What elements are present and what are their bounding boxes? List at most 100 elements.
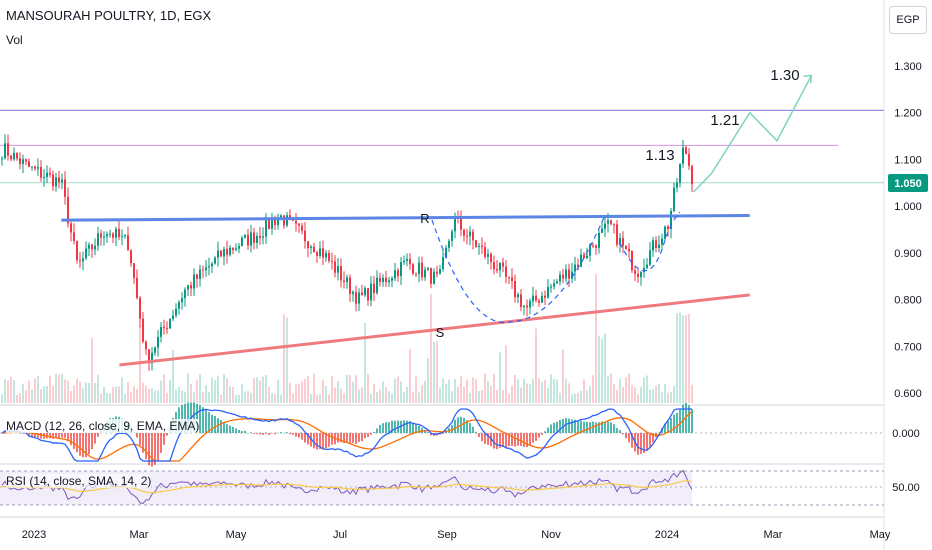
macd-histogram-bar bbox=[442, 433, 444, 434]
candle-body bbox=[448, 240, 450, 248]
volume-bar bbox=[214, 380, 216, 403]
macd-histogram-bar bbox=[76, 433, 78, 453]
macd-histogram-bar bbox=[241, 431, 243, 433]
candle-body bbox=[472, 231, 474, 241]
rsi-label[interactable]: RSI (14, close, SMA, 14, 2) bbox=[6, 474, 152, 488]
candle-body bbox=[487, 253, 489, 257]
candle-body bbox=[436, 271, 438, 274]
currency-button[interactable]: EGP bbox=[889, 6, 927, 34]
volume-bar bbox=[121, 377, 123, 403]
macd-histogram-bar bbox=[508, 433, 510, 447]
volume-bar bbox=[67, 380, 69, 403]
volume-bar bbox=[289, 382, 291, 403]
candle-body bbox=[139, 297, 141, 319]
macd-label[interactable]: MACD (12, 26, close, 9, EMA, EMA) bbox=[6, 419, 200, 433]
macd-histogram-bar bbox=[151, 433, 153, 467]
volume-bar bbox=[316, 394, 318, 403]
candle-body bbox=[508, 276, 510, 278]
candle-body bbox=[46, 172, 48, 177]
volume-bar bbox=[94, 382, 96, 403]
macd-histogram-bar bbox=[199, 405, 201, 433]
candle-body bbox=[595, 245, 597, 248]
candle-body bbox=[463, 229, 465, 236]
macd-histogram-bar bbox=[280, 432, 282, 433]
volume-bar bbox=[394, 378, 396, 403]
volume-bar bbox=[160, 380, 162, 403]
candle-body bbox=[478, 245, 480, 247]
candle-body bbox=[97, 233, 99, 246]
macd-line bbox=[1, 408, 692, 462]
volume-bar bbox=[406, 387, 408, 403]
volume-bar bbox=[22, 383, 24, 403]
volume-bar bbox=[439, 387, 441, 403]
volume-bar bbox=[682, 315, 684, 403]
macd-histogram-bar bbox=[619, 430, 621, 433]
candle-body bbox=[355, 291, 357, 304]
last-price-tag-bg bbox=[888, 174, 928, 192]
resistance-line bbox=[61, 213, 750, 222]
macd-histogram-bar bbox=[19, 433, 21, 434]
candlesticks bbox=[1, 134, 693, 371]
macd-histogram-bar bbox=[514, 433, 516, 447]
macd-histogram-bar bbox=[451, 425, 453, 433]
candle-body bbox=[181, 298, 183, 303]
symbol-title[interactable]: MANSOURAH POULTRY, 1D, EGX bbox=[6, 8, 212, 23]
macd-histogram-bar bbox=[157, 433, 159, 461]
volume-bar bbox=[427, 358, 429, 403]
volume-bar bbox=[64, 379, 66, 403]
volume-bar bbox=[331, 375, 333, 403]
volume-bar bbox=[571, 394, 573, 403]
candle-body bbox=[673, 187, 675, 211]
volume-bar bbox=[361, 387, 363, 403]
macd-histogram-bar bbox=[376, 428, 378, 433]
volume-bar bbox=[109, 393, 111, 403]
price-axis[interactable]: 1.300 1.200 1.100 1.000 0.900 0.800 0.700 0.600 bbox=[894, 61, 922, 400]
candle-body bbox=[103, 236, 105, 238]
volume-bar bbox=[298, 383, 300, 403]
macd-histogram-bar bbox=[682, 404, 684, 433]
macd-histogram-bar bbox=[346, 433, 348, 442]
macd-histogram-bar bbox=[670, 417, 672, 433]
candle-body bbox=[136, 277, 138, 298]
candle-body bbox=[217, 250, 219, 258]
macd-histogram-bar bbox=[364, 433, 366, 439]
volume-bar bbox=[436, 341, 438, 403]
volume-bar bbox=[502, 389, 504, 403]
macd-histogram-bar bbox=[331, 433, 333, 445]
candle-body bbox=[73, 232, 75, 242]
volume-bar bbox=[397, 376, 399, 403]
volume-bar bbox=[301, 380, 303, 403]
candle-body bbox=[304, 230, 306, 242]
volume-label[interactable]: Vol bbox=[6, 33, 23, 47]
macd-histogram-bar bbox=[691, 409, 693, 433]
macd-histogram-bar bbox=[277, 432, 279, 434]
candle-body bbox=[589, 245, 591, 256]
macd-histogram-bar bbox=[52, 433, 54, 439]
candle-body bbox=[691, 165, 693, 185]
volume-bar bbox=[139, 325, 141, 403]
candle-body bbox=[376, 277, 378, 293]
candle-body bbox=[439, 269, 441, 274]
projection-arrowhead bbox=[803, 74, 813, 84]
candle-body bbox=[601, 228, 603, 233]
volume-bar bbox=[115, 386, 117, 403]
macd-histogram-bar bbox=[202, 407, 204, 433]
candle-body bbox=[388, 280, 390, 283]
time-axis[interactable]: 2023 Mar May Jul Sep Nov 2024 Mar May bbox=[22, 529, 891, 541]
macd-histogram-bar bbox=[529, 433, 531, 446]
volume-bar bbox=[595, 274, 597, 403]
candle-body bbox=[310, 246, 312, 249]
macd-histogram-bar bbox=[415, 424, 417, 433]
volume-bar bbox=[544, 379, 546, 403]
macd-histogram-bar bbox=[391, 420, 393, 433]
candle-body bbox=[415, 273, 417, 275]
candle-body bbox=[496, 268, 498, 271]
macd-histogram-bar bbox=[31, 433, 33, 437]
volume-bar bbox=[472, 377, 474, 403]
volume-bar bbox=[664, 384, 666, 403]
macd-histogram-bar bbox=[55, 433, 57, 439]
candle-body bbox=[70, 223, 72, 233]
support-line bbox=[119, 293, 750, 367]
candle-body bbox=[43, 176, 45, 178]
